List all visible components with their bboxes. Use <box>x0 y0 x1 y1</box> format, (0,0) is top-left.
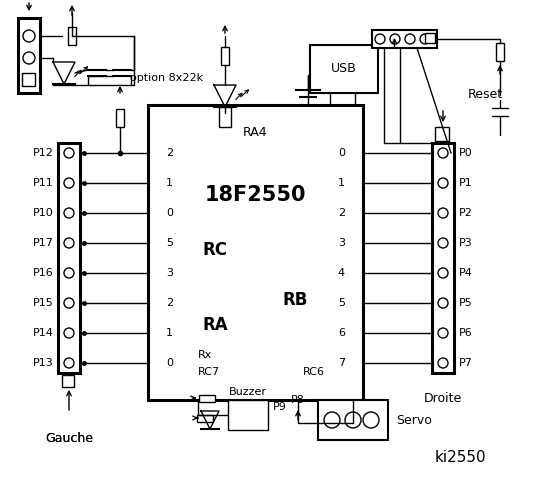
Bar <box>116 109 124 127</box>
Bar <box>372 30 437 48</box>
Text: Gauche: Gauche <box>45 432 93 444</box>
Text: P8: P8 <box>291 395 305 405</box>
Bar <box>197 415 213 421</box>
Text: Reset: Reset <box>467 88 503 101</box>
Text: P7: P7 <box>459 358 473 368</box>
Text: 5: 5 <box>166 238 173 248</box>
Text: P14: P14 <box>33 328 54 338</box>
Bar <box>228 400 268 430</box>
Text: Buzzer: Buzzer <box>229 387 267 397</box>
Text: P1: P1 <box>459 178 473 188</box>
Text: 1: 1 <box>166 328 173 338</box>
Text: USB: USB <box>331 62 357 75</box>
Text: 0: 0 <box>338 148 345 158</box>
Text: RA: RA <box>203 316 228 334</box>
Text: ki2550: ki2550 <box>434 451 486 466</box>
Text: 0: 0 <box>166 208 173 218</box>
Text: Rx: Rx <box>198 350 212 360</box>
Text: 7: 7 <box>338 358 345 368</box>
Bar <box>496 43 504 61</box>
Text: RB: RB <box>283 291 308 309</box>
Bar <box>68 27 76 45</box>
Text: RC: RC <box>203 241 228 259</box>
Text: 0: 0 <box>166 358 173 368</box>
Text: Servo: Servo <box>396 413 432 427</box>
Text: P0: P0 <box>459 148 473 158</box>
Text: 1: 1 <box>166 178 173 188</box>
Bar <box>148 105 363 400</box>
Text: P17: P17 <box>33 238 54 248</box>
Text: 2: 2 <box>166 298 173 308</box>
Text: 4: 4 <box>338 268 345 278</box>
Text: P6: P6 <box>459 328 473 338</box>
Text: 2: 2 <box>338 208 345 218</box>
Text: P10: P10 <box>33 208 54 218</box>
Text: P15: P15 <box>33 298 54 308</box>
Bar <box>58 143 80 373</box>
Text: Droite: Droite <box>424 392 462 405</box>
Text: P11: P11 <box>33 178 54 188</box>
Bar <box>62 375 74 387</box>
Text: P3: P3 <box>459 238 473 248</box>
Text: 6: 6 <box>338 328 345 338</box>
Bar <box>22 73 35 86</box>
Text: P13: P13 <box>33 358 54 368</box>
Text: Gauche: Gauche <box>45 432 93 444</box>
Text: P5: P5 <box>459 298 473 308</box>
Text: 1: 1 <box>338 178 345 188</box>
Bar <box>432 143 454 373</box>
Bar <box>318 400 388 440</box>
Text: P2: P2 <box>459 208 473 218</box>
Bar <box>221 47 229 65</box>
Text: 3: 3 <box>166 268 173 278</box>
Text: P4: P4 <box>459 268 473 278</box>
Bar <box>199 395 215 401</box>
Text: 18F2550: 18F2550 <box>205 185 306 205</box>
Bar <box>425 33 435 43</box>
Text: P16: P16 <box>33 268 54 278</box>
Text: 2: 2 <box>166 148 173 158</box>
Text: 3: 3 <box>338 238 345 248</box>
Text: RC6: RC6 <box>303 367 325 377</box>
Bar <box>219 107 231 127</box>
Text: RA4: RA4 <box>243 127 268 140</box>
Bar <box>18 18 40 93</box>
Text: P12: P12 <box>33 148 54 158</box>
Text: option 8x22k: option 8x22k <box>130 73 203 83</box>
Bar <box>435 127 449 141</box>
Text: P9: P9 <box>273 402 287 412</box>
Text: 5: 5 <box>338 298 345 308</box>
Text: RC7: RC7 <box>198 367 220 377</box>
Bar <box>310 45 378 93</box>
